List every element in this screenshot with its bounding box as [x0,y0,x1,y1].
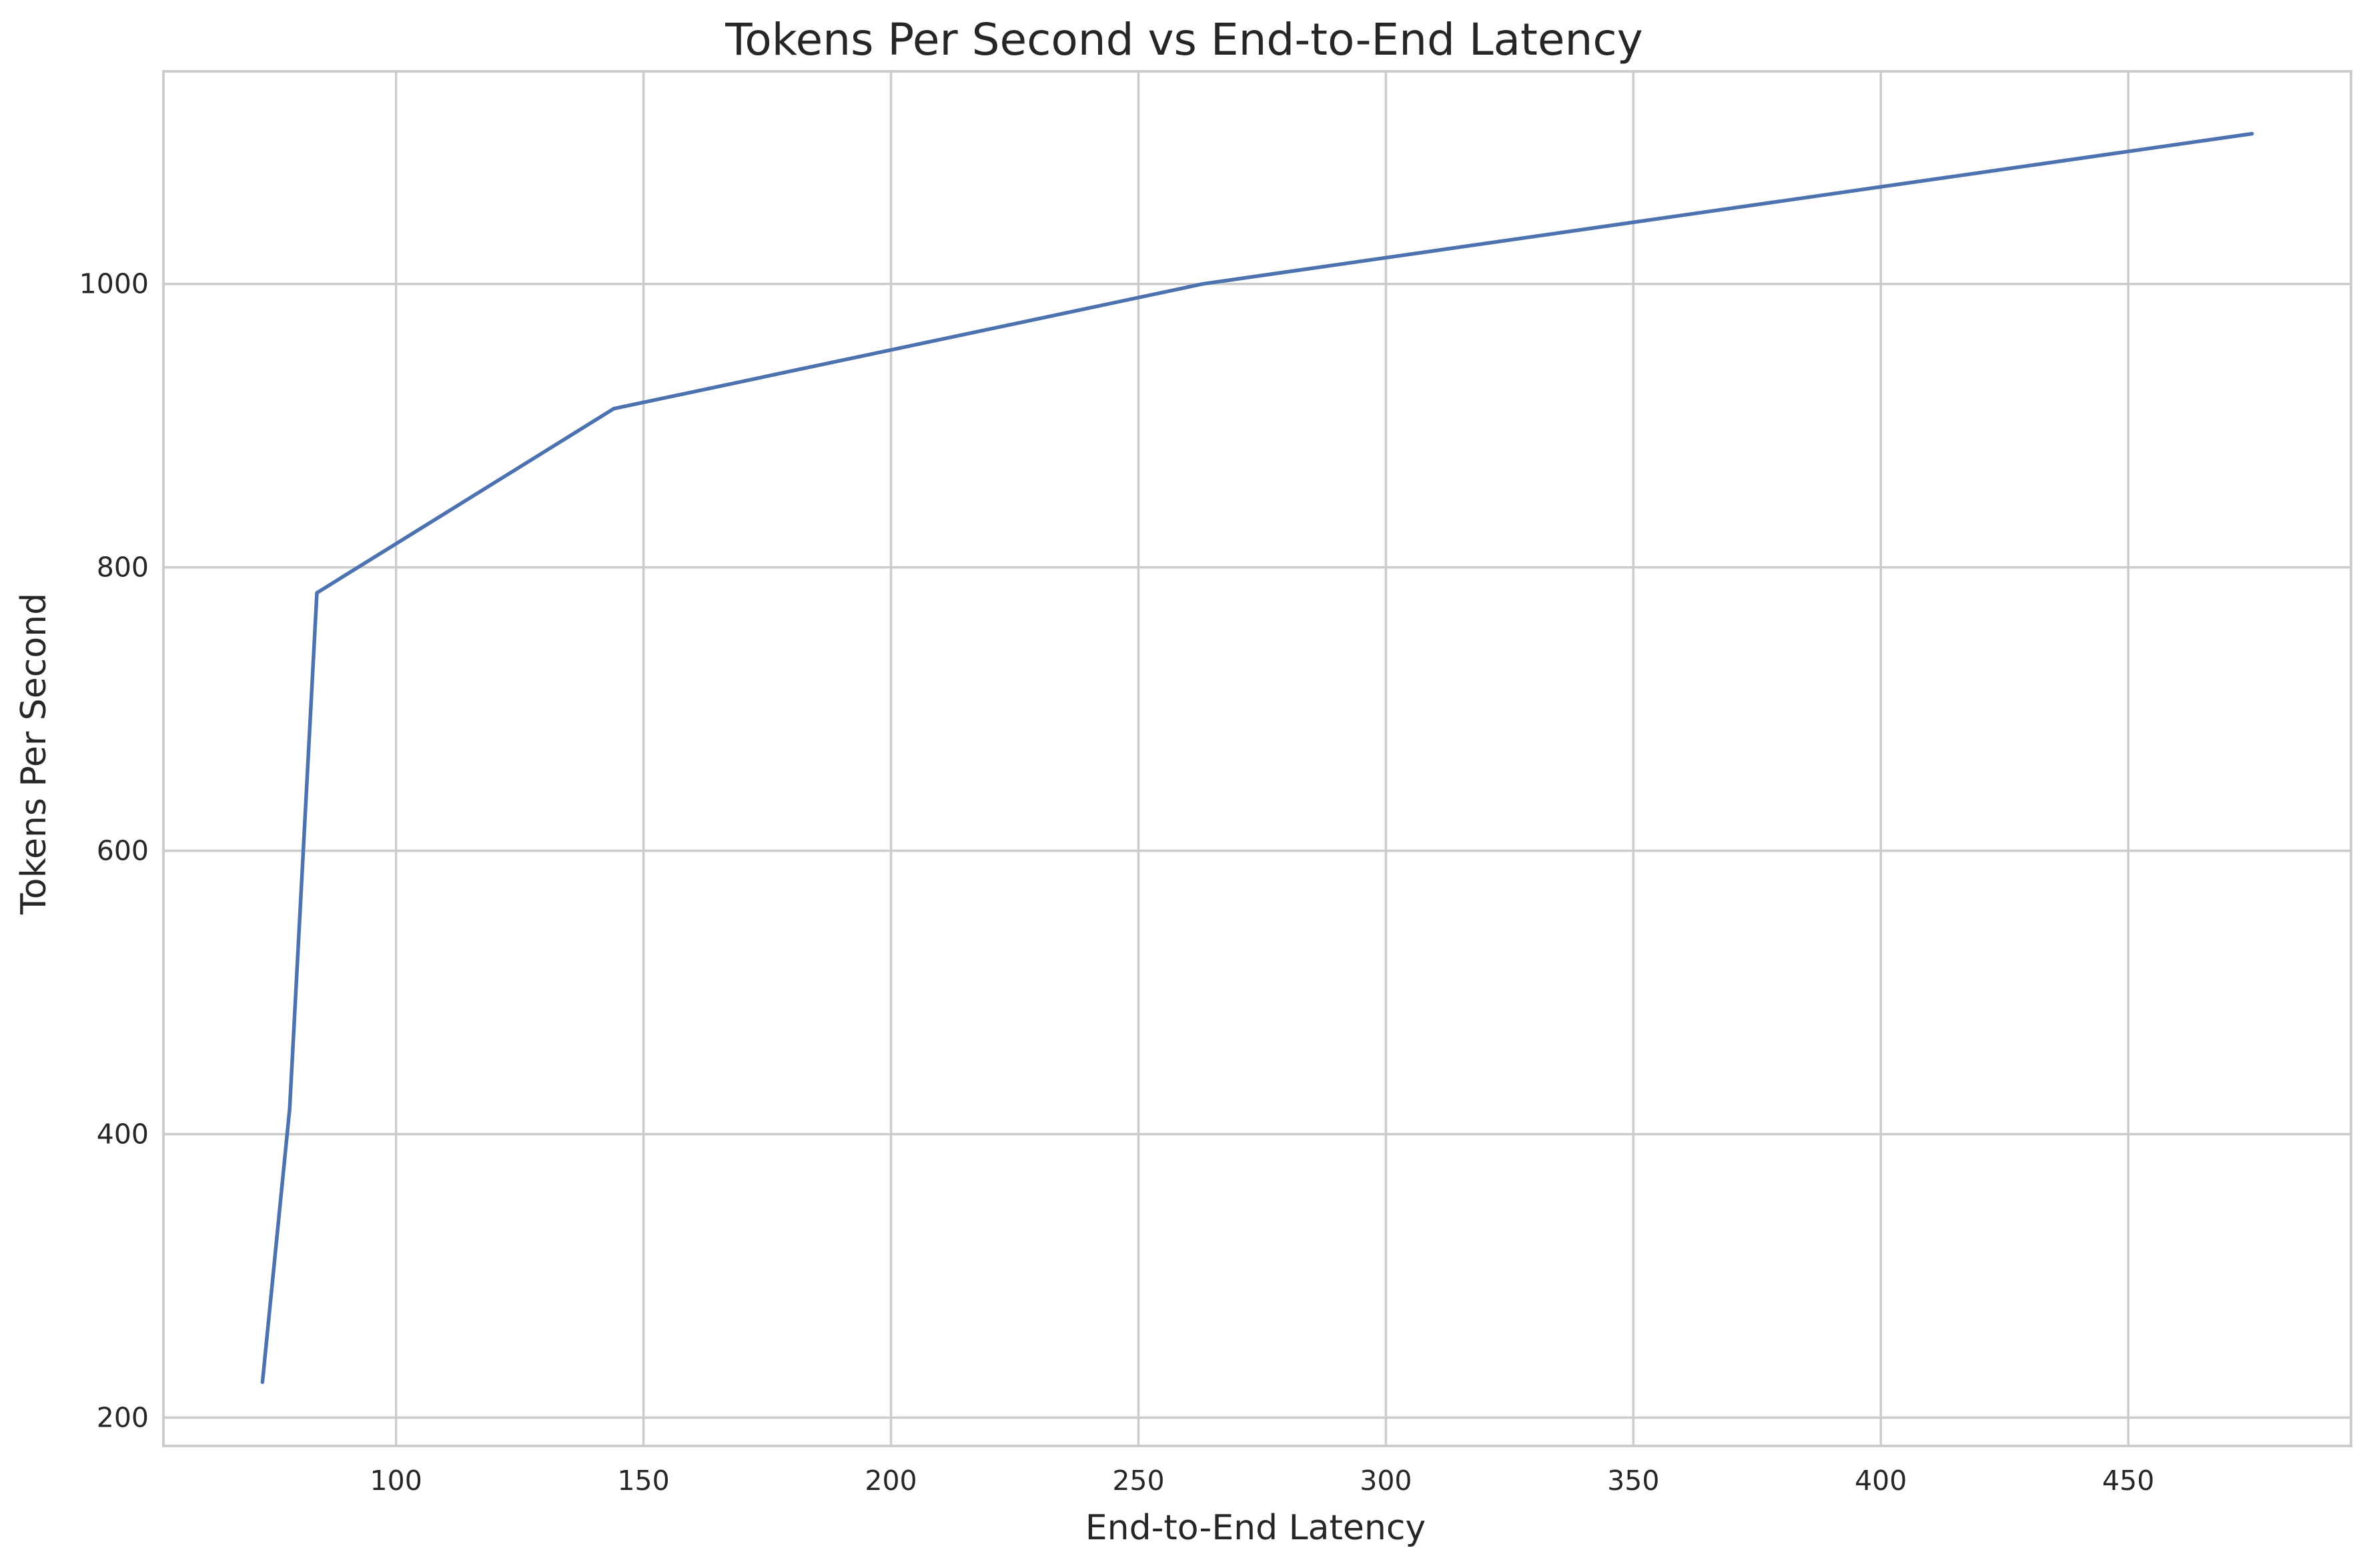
x-axis-label: End-to-End Latency [1085,1508,1426,1548]
x-tick-label: 400 [1855,1465,1907,1497]
x-tick-labels: 100 150 200 250 300 350 400 450 [370,1465,2155,1497]
series-layer [260,131,2254,1385]
y-tick-label: 400 [97,1118,149,1150]
x-tick-label: 100 [370,1465,422,1497]
x-tick-label: 450 [2102,1465,2154,1497]
y-tick-labels: 200 400 600 800 1000 [79,268,149,1434]
x-tick-label: 150 [617,1465,669,1497]
x-tick-label: 200 [865,1465,917,1497]
x-tick-label: 300 [1360,1465,1412,1497]
chart-title: Tokens Per Second vs End-to-End Latency [725,14,1642,65]
y-tick-label: 800 [97,552,149,584]
y-axis-label: Tokens Per Second [14,593,54,915]
grid [163,71,2351,1446]
plot-frame [162,70,2352,1447]
series-line [260,131,2254,1385]
y-tick-label: 200 [97,1402,149,1434]
x-tick-label: 350 [1607,1465,1659,1497]
y-tick-label: 600 [97,835,149,867]
x-tick-label: 250 [1112,1465,1164,1497]
y-tick-label: 1000 [79,268,149,300]
